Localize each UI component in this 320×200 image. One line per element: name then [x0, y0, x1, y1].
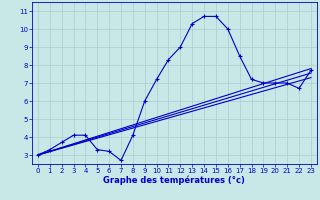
X-axis label: Graphe des températures (°c): Graphe des températures (°c)	[103, 176, 245, 185]
